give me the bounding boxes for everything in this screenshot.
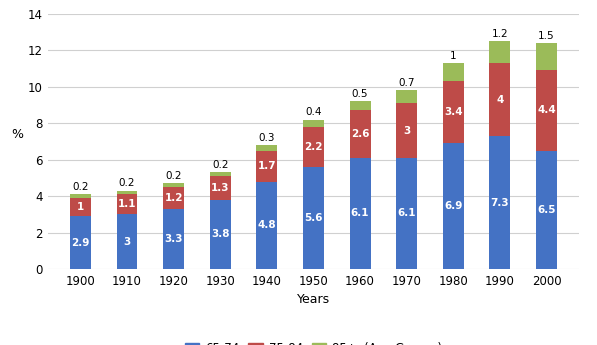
Text: 1: 1	[77, 202, 84, 212]
Bar	[210, 200, 230, 269]
Bar	[490, 41, 510, 63]
Text: 0.2: 0.2	[165, 171, 182, 181]
Bar	[210, 176, 230, 200]
Bar	[443, 81, 464, 143]
Bar	[116, 194, 137, 214]
Text: 0.4: 0.4	[305, 107, 322, 117]
Text: 1.1: 1.1	[118, 199, 136, 209]
Bar	[536, 70, 557, 150]
Text: 4.4: 4.4	[537, 106, 556, 116]
Text: 4: 4	[496, 95, 503, 105]
Bar	[396, 90, 417, 103]
Bar	[210, 172, 230, 176]
Bar	[256, 181, 277, 269]
Bar	[116, 214, 137, 269]
Text: 3.4: 3.4	[444, 107, 463, 117]
Y-axis label: %: %	[11, 128, 23, 141]
Text: 1.2: 1.2	[491, 29, 508, 39]
Bar	[70, 198, 91, 216]
Bar	[443, 63, 464, 81]
Bar	[116, 191, 137, 194]
Text: 6.5: 6.5	[537, 205, 556, 215]
Bar	[490, 63, 510, 136]
Text: 0.3: 0.3	[259, 133, 275, 143]
Bar	[396, 158, 417, 269]
Text: 0.2: 0.2	[212, 160, 229, 170]
Text: 6.9: 6.9	[444, 201, 463, 211]
Text: 6.1: 6.1	[398, 208, 416, 218]
Bar	[443, 143, 464, 269]
Bar	[536, 150, 557, 269]
Bar	[490, 136, 510, 269]
Bar	[396, 103, 417, 158]
Bar	[70, 194, 91, 198]
Text: 6.1: 6.1	[351, 208, 370, 218]
Text: 1: 1	[450, 51, 457, 61]
Text: 2.9: 2.9	[71, 238, 90, 248]
Text: 1.7: 1.7	[257, 161, 276, 171]
Text: 3: 3	[124, 237, 131, 247]
Text: 1.3: 1.3	[211, 183, 229, 193]
Bar	[163, 184, 184, 187]
Text: 3: 3	[403, 126, 410, 136]
Text: 3.3: 3.3	[164, 234, 183, 244]
Bar	[303, 167, 324, 269]
Text: 0.7: 0.7	[398, 78, 415, 88]
Text: 7.3: 7.3	[491, 198, 509, 208]
Bar	[536, 43, 557, 70]
Text: 2.6: 2.6	[351, 129, 370, 139]
Bar	[303, 120, 324, 127]
Bar	[303, 127, 324, 167]
Text: 4.8: 4.8	[257, 220, 276, 230]
X-axis label: Years: Years	[297, 293, 330, 306]
Bar	[256, 145, 277, 150]
Text: 3.8: 3.8	[211, 229, 229, 239]
Text: 5.6: 5.6	[304, 213, 322, 223]
Bar	[256, 150, 277, 181]
Bar	[350, 110, 371, 158]
Text: 2.2: 2.2	[304, 142, 322, 152]
Bar	[163, 209, 184, 269]
Legend: 65-74, 75-84, 85+  (Age Groups): 65-74, 75-84, 85+ (Age Groups)	[180, 338, 447, 345]
Text: 1.5: 1.5	[538, 31, 555, 41]
Bar	[350, 101, 371, 110]
Text: 0.2: 0.2	[72, 182, 88, 192]
Bar	[350, 158, 371, 269]
Bar	[163, 187, 184, 209]
Text: 1.2: 1.2	[164, 193, 183, 203]
Text: 0.5: 0.5	[352, 89, 368, 99]
Text: 0.2: 0.2	[119, 178, 136, 188]
Bar	[70, 216, 91, 269]
